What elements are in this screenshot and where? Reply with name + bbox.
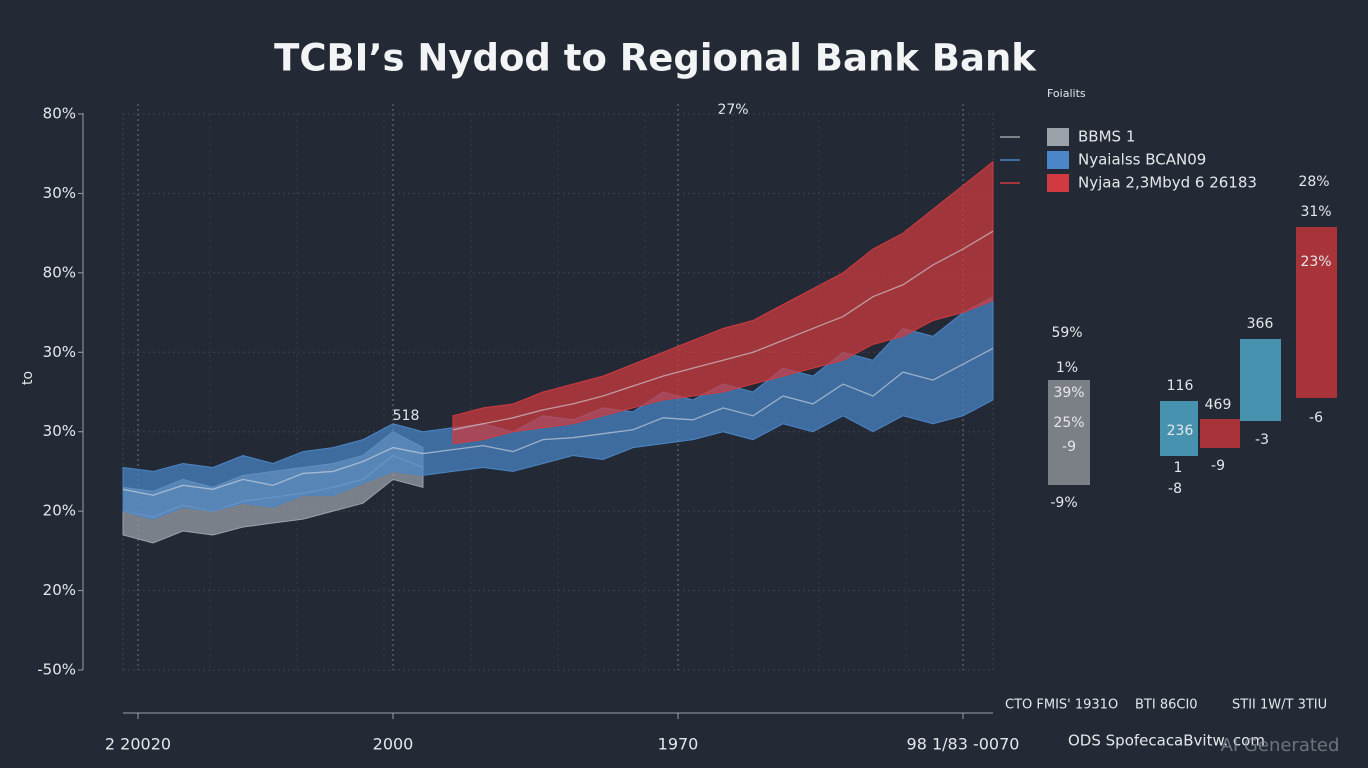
chart-title: TCBI’s Nydod to Regional Bank Bank <box>274 37 1037 80</box>
side-label: 59% <box>1051 325 1082 341</box>
side-label: -9 <box>1211 458 1225 474</box>
side-box <box>1160 401 1198 456</box>
legend-label: Nyjaa 2,3Mbyd 6 26183 <box>1078 174 1257 192</box>
side-label: -9 <box>1062 439 1076 455</box>
side-label: 236 <box>1167 423 1194 439</box>
side-label: -3 <box>1255 432 1269 448</box>
legend-label: Nyaialss BCAN09 <box>1078 151 1206 169</box>
footer: STII 1W/T 3TIU <box>1232 698 1327 713</box>
side-label: 116 <box>1167 378 1194 394</box>
side-box <box>1200 419 1240 448</box>
x-tick-label: 2000 <box>373 735 414 754</box>
y-tick-label: 80% <box>43 263 76 281</box>
legend-swatch <box>1047 128 1069 146</box>
source: ODS SpofecacaBvitw. com <box>1068 732 1265 750</box>
x-tick-label: 1970 <box>658 735 699 754</box>
y-tick-label: 80% <box>43 105 76 123</box>
side-label: -6 <box>1309 410 1323 426</box>
x-tick-label: 2 20020 <box>105 735 171 754</box>
series-area <box>122 295 994 520</box>
side-label: 23% <box>1300 254 1331 270</box>
side-label: 39% <box>1053 385 1084 401</box>
series-area <box>452 160 994 445</box>
y-tick-label: -50% <box>37 661 76 679</box>
side-label: -9% <box>1050 495 1077 511</box>
side-label: 31% <box>1300 204 1331 220</box>
y-tick-label: 20% <box>43 502 76 520</box>
x-tick-label: 98 1/83 -0070 <box>907 735 1020 754</box>
y-tick-label: 30% <box>43 184 76 202</box>
series-midline <box>452 230 994 431</box>
side-box <box>1296 227 1337 398</box>
annotation: 518 <box>393 408 420 424</box>
side-box <box>1048 380 1090 485</box>
legend-swatch <box>1047 151 1069 169</box>
side-label: 1 <box>1174 460 1183 476</box>
annotation: 27% <box>717 102 748 118</box>
side-label: 25% <box>1053 415 1084 431</box>
legend-title: Foialits <box>1047 87 1086 100</box>
side-label: 469 <box>1205 397 1232 413</box>
side-label: 366 <box>1247 316 1274 332</box>
legend-swatch <box>1047 174 1069 192</box>
footer: BTI 86CI0 <box>1135 698 1198 713</box>
side-label: 1% <box>1056 360 1078 376</box>
series-midline <box>122 347 994 496</box>
side-box <box>1240 339 1281 421</box>
y-tick-label: 20% <box>43 581 76 599</box>
side-label: -8 <box>1168 481 1182 497</box>
footer: CTO FMIS' 1931O <box>1005 698 1118 713</box>
side-label: 28% <box>1298 174 1329 190</box>
y-tick-label: 30% <box>43 343 76 361</box>
watermark: AI Generated <box>1221 735 1340 756</box>
legend-label: BBMS 1 <box>1078 128 1135 146</box>
y-axis-label: to <box>20 371 36 385</box>
y-tick-label: 30% <box>43 422 76 440</box>
